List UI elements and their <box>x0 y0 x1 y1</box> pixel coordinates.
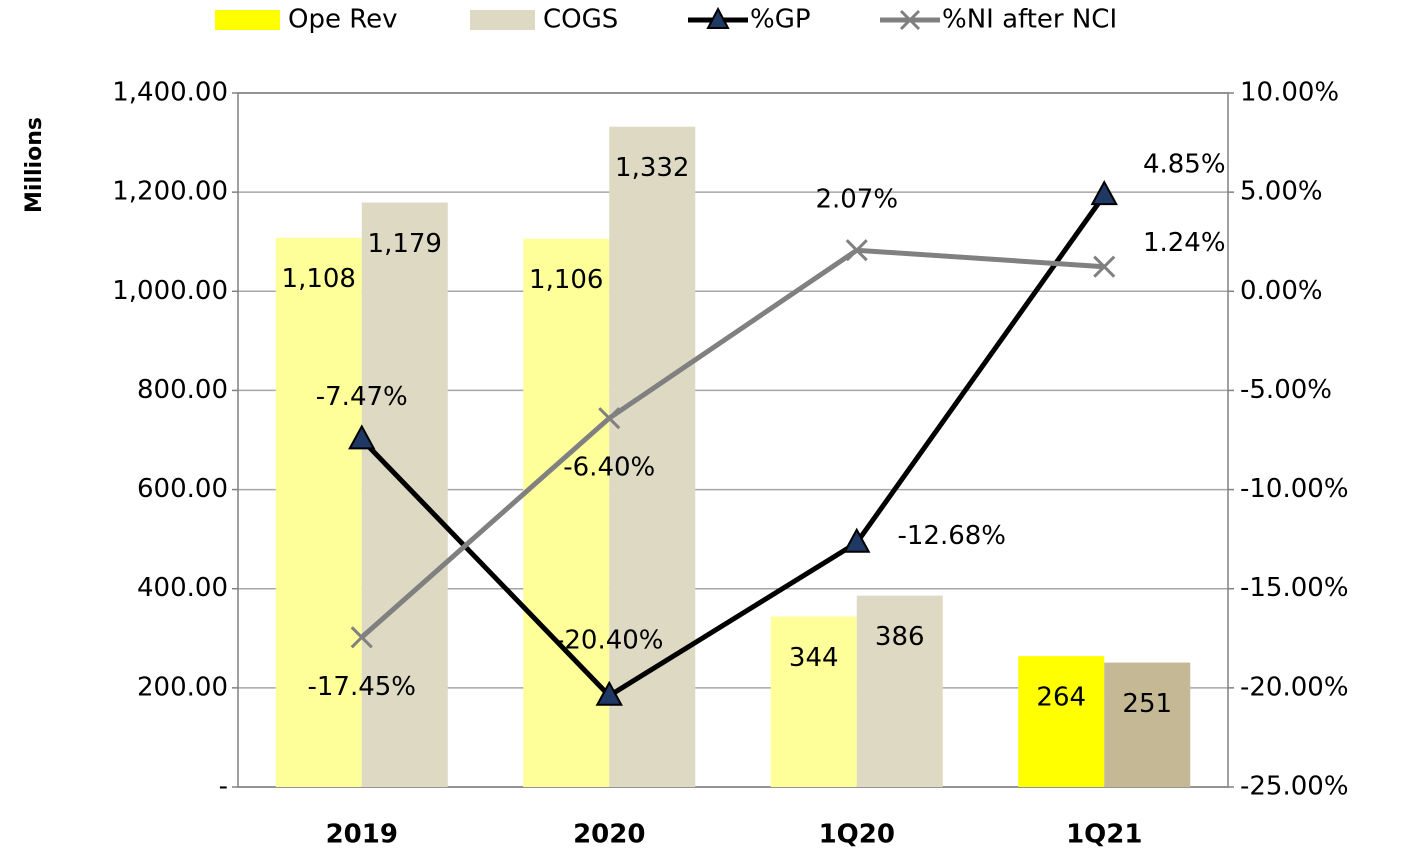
bar-value-label: 1,108 <box>282 264 356 294</box>
legend-label: Ope Rev <box>288 5 398 35</box>
x-tick-label: 1Q21 <box>1066 820 1142 850</box>
line-value-label: -12.68% <box>897 521 1006 551</box>
y-tick-label: 200.00 <box>137 672 228 702</box>
x-tick-label: 2019 <box>326 820 398 850</box>
legend-swatch <box>215 10 280 30</box>
y2-tick-label: 0.00% <box>1240 276 1323 306</box>
y2-tick-label: -15.00% <box>1240 573 1349 603</box>
x-tick-label: 1Q20 <box>819 820 895 850</box>
marker <box>598 407 621 430</box>
bar-value-label: 386 <box>875 622 925 652</box>
marker <box>595 680 623 706</box>
y-tick-label: 1,000.00 <box>112 276 228 306</box>
bar <box>361 202 448 787</box>
y2-tick-label: -20.00% <box>1240 672 1349 702</box>
plot-border <box>237 92 1229 788</box>
marker <box>1090 180 1118 206</box>
bar-value-label: 1,179 <box>368 229 442 259</box>
line-value-label: -6.40% <box>563 453 655 483</box>
line-value-label: -7.47% <box>316 382 408 412</box>
line-value-label: -17.45% <box>307 672 416 702</box>
marker <box>843 527 871 553</box>
bar <box>275 237 362 788</box>
y-tick-label: 800.00 <box>137 375 228 405</box>
legend-label: COGS <box>543 5 618 35</box>
y-tick-label: 600.00 <box>137 474 228 504</box>
y2-tick-label: -5.00% <box>1240 375 1332 405</box>
y2-tick-label: 10.00% <box>1240 78 1339 108</box>
y2-tick-label: -25.00% <box>1240 772 1349 802</box>
y-tick-label: - <box>219 772 228 802</box>
bar <box>856 595 943 787</box>
marker <box>845 239 868 262</box>
bar <box>770 616 857 787</box>
line <box>359 193 1107 699</box>
y-tick-label: 1,400.00 <box>112 78 228 108</box>
line-value-label: 1.24% <box>1143 228 1226 258</box>
legend-swatch <box>470 10 535 30</box>
y2-tick-label: 5.00% <box>1240 177 1323 207</box>
legend-label: %NI after NCI <box>942 5 1117 35</box>
y-axis-label: Millions <box>22 117 47 213</box>
bar <box>1104 662 1191 787</box>
marker <box>1093 255 1116 278</box>
y2-tick-label: -10.00% <box>1240 474 1349 504</box>
marker <box>350 626 373 649</box>
legend-marker <box>706 6 730 29</box>
marker <box>348 424 376 450</box>
x-tick-label: 2020 <box>573 820 645 850</box>
bar <box>523 238 610 788</box>
bar-value-label: 264 <box>1036 683 1086 713</box>
legend-marker <box>899 9 921 31</box>
bar <box>1018 656 1105 787</box>
bar <box>609 126 696 788</box>
line-value-label: 2.07% <box>815 185 898 215</box>
bar-value-label: 1,332 <box>615 153 689 183</box>
y-tick-label: 400.00 <box>137 573 228 603</box>
bar-value-label: 1,106 <box>529 265 603 295</box>
bar-value-label: 251 <box>1122 689 1172 719</box>
bar-value-label: 344 <box>789 643 839 673</box>
line <box>360 247 1105 640</box>
line-value-label: 4.85% <box>1143 150 1226 180</box>
line-value-label: -20.40% <box>555 625 664 655</box>
y-tick-label: 1,200.00 <box>112 177 228 207</box>
legend-label: %GP <box>750 5 811 35</box>
